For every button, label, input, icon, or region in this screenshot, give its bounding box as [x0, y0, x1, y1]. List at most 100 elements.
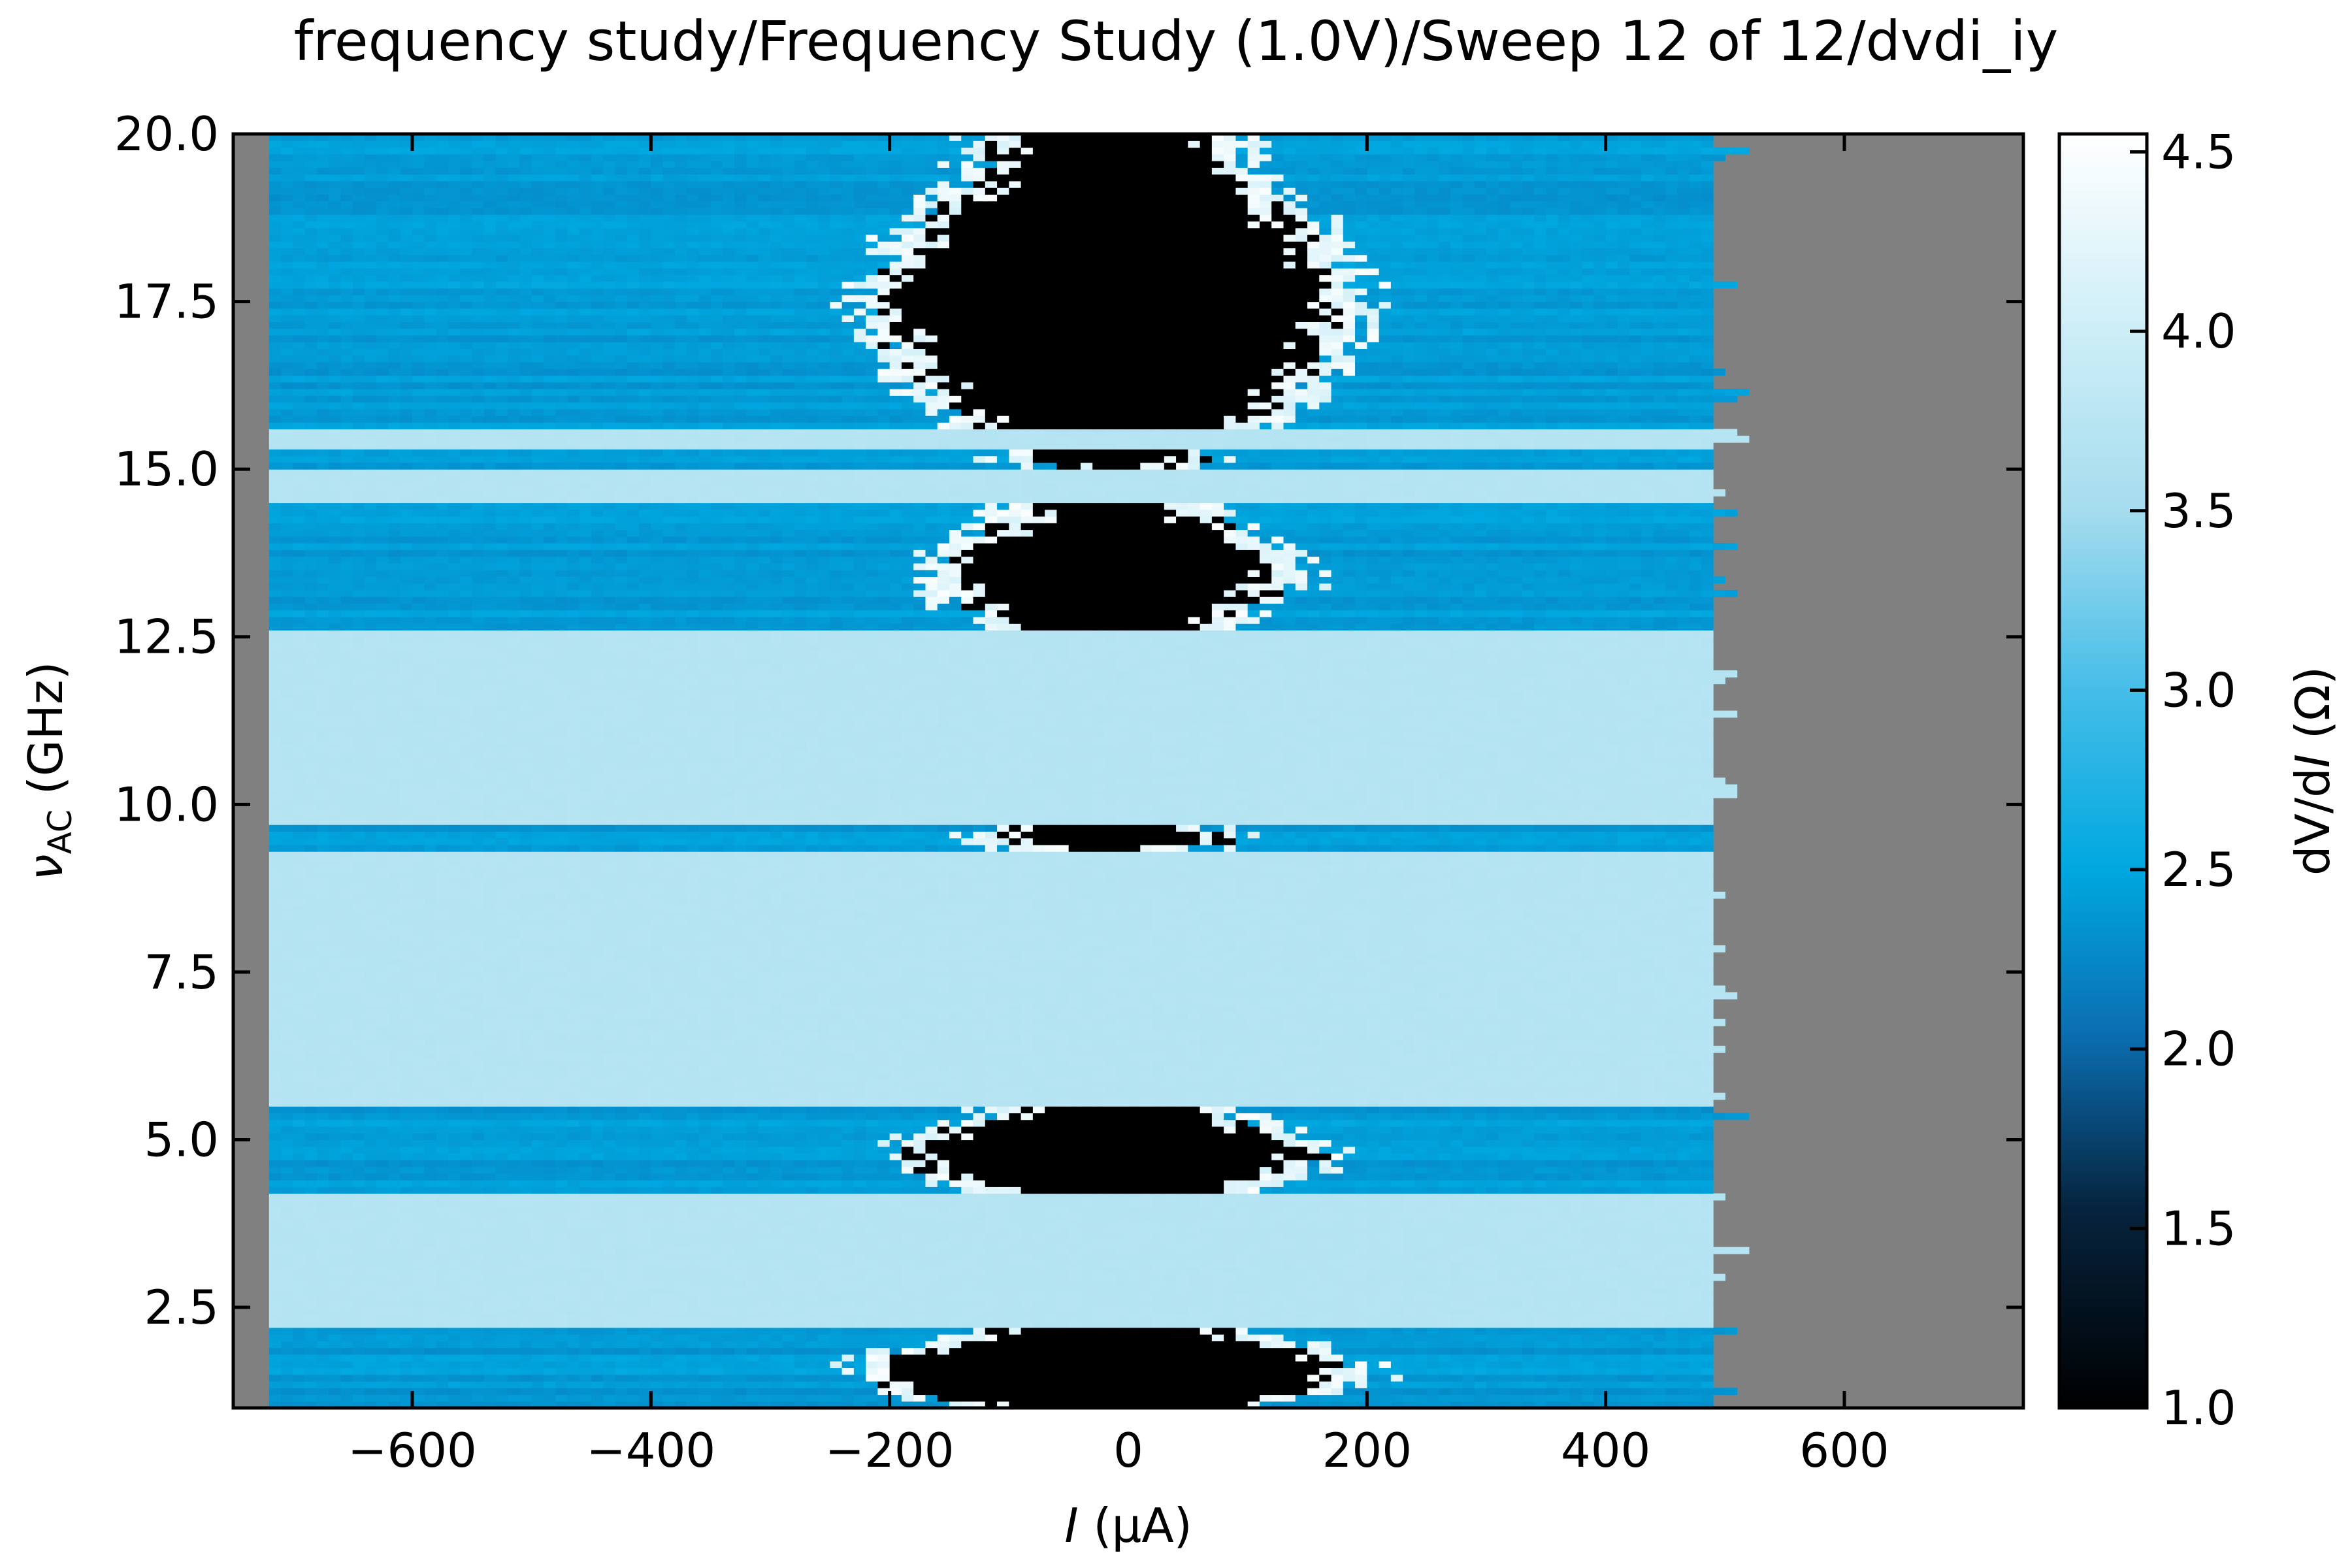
heatmap-cell	[1450, 1254, 1463, 1261]
heatmap-cell	[1081, 1354, 1093, 1362]
heatmap-cell	[675, 1227, 687, 1234]
heatmap-cell	[567, 1314, 580, 1321]
heatmap-cell	[508, 1126, 520, 1134]
heatmap-cell	[746, 1328, 759, 1335]
heatmap-cell	[997, 1307, 1009, 1315]
heatmap-cell	[1486, 1153, 1499, 1160]
heatmap-cell	[734, 1394, 747, 1401]
heatmap-cell	[1511, 1341, 1523, 1348]
heatmap-cell	[1414, 1180, 1427, 1187]
heatmap-cell	[472, 1254, 484, 1261]
heatmap-cell	[711, 1294, 723, 1301]
heatmap-cell	[1248, 1281, 1260, 1288]
heatmap-cell	[1486, 1180, 1499, 1187]
heatmap-cell	[388, 1160, 400, 1167]
heatmap-cell	[1427, 1301, 1439, 1308]
heatmap-cell	[1511, 1233, 1523, 1241]
heatmap-cell	[1403, 1160, 1415, 1167]
heatmap-cell	[938, 1381, 950, 1388]
heatmap-cell	[1391, 1314, 1403, 1321]
heatmap-cell	[1462, 1341, 1475, 1348]
heatmap-cell	[460, 1341, 472, 1348]
heatmap-cell	[842, 1287, 855, 1294]
heatmap-cell	[1009, 1388, 1021, 1395]
heatmap-cell	[1188, 1321, 1200, 1328]
heatmap-cell	[1319, 1381, 1331, 1388]
heatmap-cell	[1224, 1167, 1236, 1174]
heatmap-cell	[615, 1281, 628, 1288]
heatmap-cell	[1331, 1147, 1344, 1154]
heatmap-cell	[1224, 1173, 1236, 1181]
heatmap-cell	[1117, 1213, 1129, 1220]
heatmap-cell	[1641, 1341, 1654, 1348]
heatmap-cell	[806, 1194, 819, 1201]
heatmap-cell	[1439, 1267, 1451, 1274]
heatmap-cell	[734, 1207, 747, 1214]
heatmap-cell	[293, 1200, 305, 1207]
heatmap-cell	[269, 1348, 282, 1355]
heatmap-cell	[1176, 1260, 1188, 1267]
heatmap-cell	[281, 1180, 293, 1187]
heatmap-cell	[424, 1186, 436, 1194]
heatmap-cell	[746, 1361, 759, 1368]
heatmap-cell	[555, 1348, 568, 1355]
heatmap-cell	[1164, 1367, 1177, 1375]
heatmap-cell	[830, 1341, 842, 1348]
heatmap-cell	[1462, 1267, 1475, 1274]
heatmap-cell	[1403, 1341, 1415, 1348]
heatmap-cell	[472, 1160, 484, 1167]
heatmap-cell	[1200, 1213, 1213, 1220]
heatmap-cell	[902, 1220, 914, 1228]
heatmap-cell	[1618, 1361, 1630, 1368]
heatmap-cell	[1367, 1147, 1379, 1154]
heatmap-cell	[997, 1287, 1009, 1294]
heatmap-cell	[293, 1367, 305, 1375]
heatmap-cell	[603, 1314, 615, 1321]
heatmap-cell	[1511, 1160, 1523, 1167]
heatmap-cell	[1104, 1173, 1117, 1181]
heatmap-cell	[376, 1361, 389, 1368]
heatmap-cell	[508, 1167, 520, 1174]
heatmap-cell	[496, 1194, 508, 1201]
heatmap-cell	[698, 1186, 711, 1194]
heatmap-cell	[1606, 1367, 1618, 1375]
heatmap-cell	[1248, 1186, 1260, 1194]
heatmap-cell	[985, 1361, 998, 1368]
heatmap-cell	[1570, 1240, 1582, 1247]
heatmap-cell	[1486, 1274, 1499, 1281]
heatmap-cell	[1117, 1367, 1129, 1375]
heatmap-cell	[412, 1139, 425, 1147]
heatmap-cell	[1009, 1348, 1021, 1355]
heatmap-cell	[734, 1361, 747, 1368]
heatmap-cell	[1260, 1254, 1272, 1261]
heatmap-cell	[1224, 1375, 1236, 1382]
heatmap-cell	[1654, 1240, 1666, 1247]
heatmap-cell	[1629, 1173, 1642, 1181]
heatmap-cell	[818, 1367, 830, 1375]
heatmap-cell	[603, 1375, 615, 1382]
heatmap-cell	[1450, 1267, 1463, 1274]
heatmap-cell	[770, 1167, 783, 1174]
heatmap-cell	[1665, 1287, 1678, 1294]
heatmap-cell	[1140, 1334, 1152, 1341]
heatmap-cell	[627, 1213, 640, 1220]
heatmap-cell	[782, 1220, 794, 1228]
heatmap-cell	[1593, 1139, 1606, 1147]
heatmap-cell	[1450, 1301, 1463, 1308]
heatmap-cell	[1021, 1233, 1034, 1241]
heatmap-cell	[651, 1153, 663, 1160]
heatmap-cell	[1701, 1267, 1714, 1274]
heatmap-cell	[1200, 1367, 1213, 1375]
heatmap-cell	[711, 1227, 723, 1234]
heatmap-cell	[591, 1233, 604, 1241]
heatmap-cell	[639, 1180, 651, 1187]
heatmap-cell	[400, 1375, 413, 1382]
heatmap-cell	[544, 1334, 556, 1341]
heatmap-cell	[400, 1287, 413, 1294]
heatmap-cell	[1355, 1348, 1367, 1355]
heatmap-cell	[424, 1394, 436, 1401]
heatmap-cell	[1092, 1240, 1105, 1247]
heatmap-cell	[1045, 1167, 1057, 1174]
heatmap-cell	[1379, 1354, 1392, 1362]
heatmap-cell	[1355, 1213, 1367, 1220]
